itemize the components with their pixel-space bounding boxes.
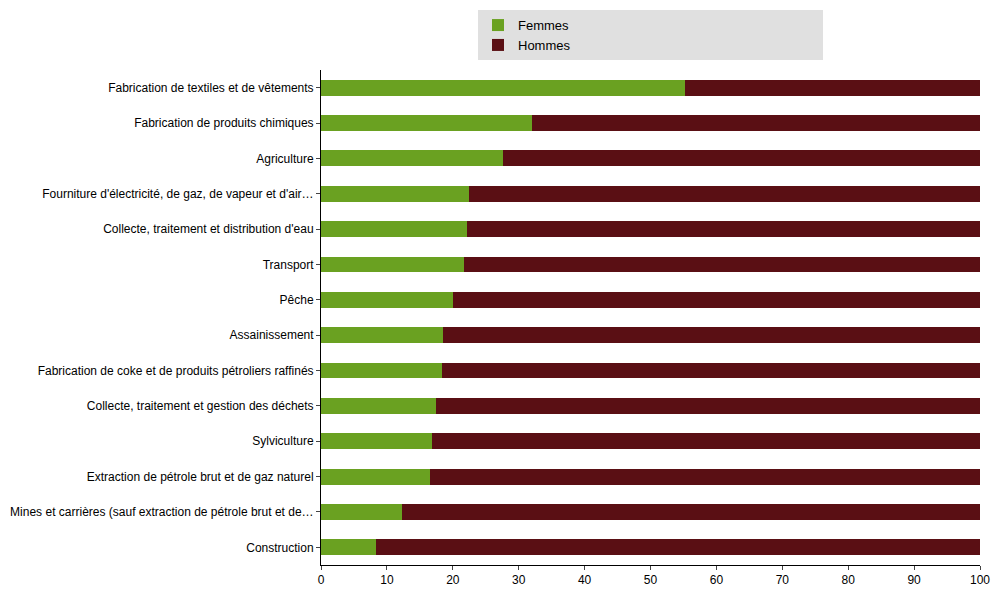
svg-text:Fabrication de coke et de prod: Fabrication de coke et de produits pétro… bbox=[38, 364, 314, 378]
svg-text:Agriculture: Agriculture bbox=[256, 152, 314, 166]
svg-text:Mines et carrières (sauf extra: Mines et carrières (sauf extraction de p… bbox=[10, 505, 313, 519]
svg-text:Collecte, traitement et gestio: Collecte, traitement et gestion des déch… bbox=[87, 399, 314, 413]
svg-text:Fabrication de produits chimiq: Fabrication de produits chimiques bbox=[134, 116, 313, 130]
svg-text:30: 30 bbox=[512, 573, 526, 587]
svg-text:Sylviculture: Sylviculture bbox=[252, 434, 314, 448]
svg-text:Pêche: Pêche bbox=[280, 293, 314, 307]
svg-text:Fabrication de textiles et de: Fabrication de textiles et de vêtements bbox=[108, 81, 313, 95]
svg-text:0: 0 bbox=[318, 573, 325, 587]
svg-text:80: 80 bbox=[842, 573, 856, 587]
svg-text:Femmes: Femmes bbox=[518, 18, 569, 33]
svg-text:Extraction de pétrole brut et: Extraction de pétrole brut et de gaz nat… bbox=[87, 470, 314, 484]
svg-text:Construction: Construction bbox=[246, 541, 313, 555]
svg-text:70: 70 bbox=[776, 573, 790, 587]
svg-text:10: 10 bbox=[380, 573, 394, 587]
svg-text:100: 100 bbox=[970, 573, 990, 587]
svg-text:Assainissement: Assainissement bbox=[230, 328, 315, 342]
svg-text:90: 90 bbox=[907, 573, 921, 587]
svg-text:40: 40 bbox=[578, 573, 592, 587]
svg-text:60: 60 bbox=[710, 573, 724, 587]
svg-text:Fourniture d'électricité, de g: Fourniture d'électricité, de gaz, de vap… bbox=[42, 187, 313, 201]
svg-text:50: 50 bbox=[644, 573, 658, 587]
svg-text:Transport: Transport bbox=[263, 258, 315, 272]
svg-text:Collecte, traitement et distri: Collecte, traitement et distribution d'e… bbox=[103, 222, 313, 236]
svg-text:Hommes: Hommes bbox=[518, 38, 571, 53]
svg-text:20: 20 bbox=[446, 573, 460, 587]
